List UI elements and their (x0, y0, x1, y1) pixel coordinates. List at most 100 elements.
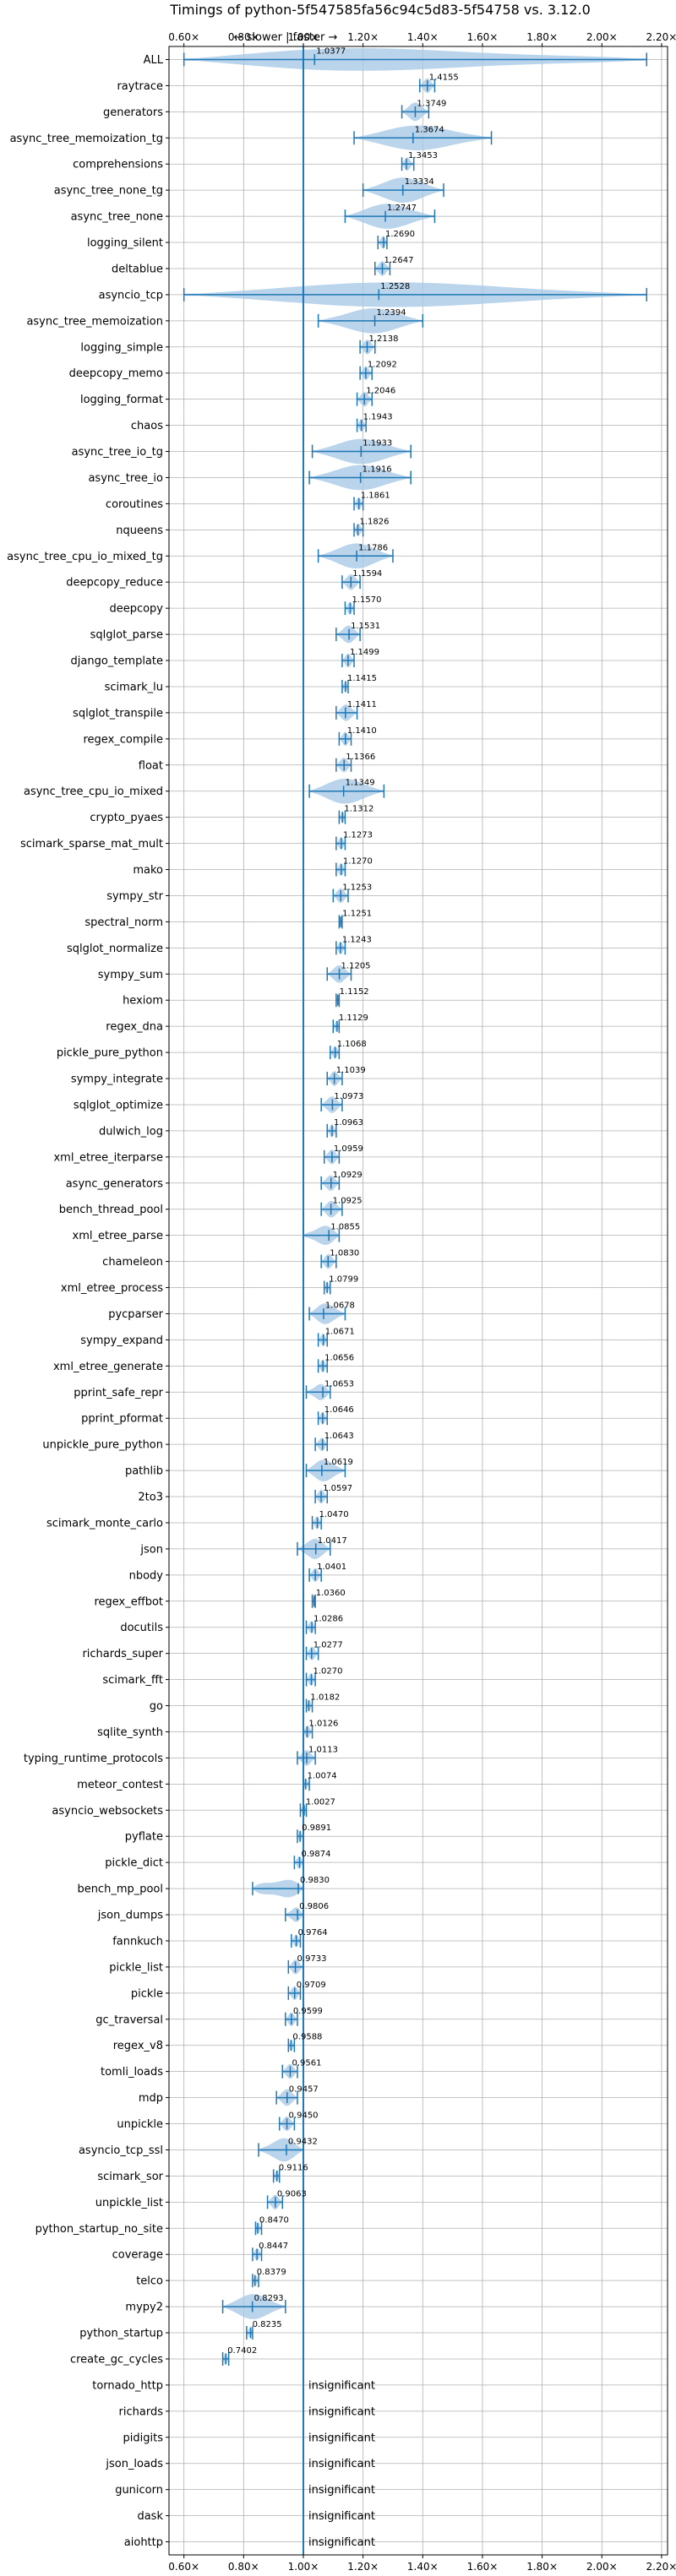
category-label: regex_effbot (94, 1595, 163, 1608)
top-tick-label: 0.60× (168, 31, 199, 43)
bottom-tick-label: 1.00× (288, 2561, 319, 2573)
value-label: 0.9733 (297, 1954, 327, 1964)
category-label: pickle_pure_python (57, 1047, 163, 1060)
value-label: 1.0126 (308, 1719, 338, 1728)
plot-frame (168, 46, 668, 2556)
top-tick-label: 2.00× (586, 31, 618, 43)
insignificant-label: insignificant (308, 2405, 375, 2418)
category-label: django_template (71, 655, 163, 668)
value-label: 0.9457 (289, 2085, 319, 2095)
category-label: sqlglot_normalize (67, 943, 163, 955)
category-label: asyncio_websockets (52, 1805, 163, 1818)
value-label: 1.3674 (415, 125, 444, 134)
insignificant-label: insignificant (308, 2379, 375, 2392)
category-labels: ALL raytrace generators async_tree_memoizat… (7, 54, 164, 2549)
value-label: 1.0646 (324, 1405, 354, 1415)
category-label: json_loads (105, 2458, 163, 2470)
category-label: xml_etree_generate (53, 1361, 163, 1373)
bottom-tick-label: 1.20× (347, 2561, 379, 2573)
value-label: 1.1205 (341, 961, 371, 970)
top-tick-label: 1.80× (526, 31, 558, 43)
value-label: 1.0678 (325, 1301, 355, 1310)
value-label: 0.9599 (293, 2007, 323, 2016)
category-label: bench_thread_pool (59, 1204, 163, 1216)
category-label: dask (137, 2510, 163, 2523)
category-label: json_dumps (97, 1910, 163, 1922)
bottom-tick-label: 1.60× (467, 2561, 499, 2573)
value-label: 1.1243 (342, 935, 372, 944)
bottom-tick-label: 2.20× (646, 2561, 676, 2573)
category-label: scimark_monte_carlo (46, 1517, 163, 1530)
value-label: 1.0656 (324, 1353, 354, 1362)
category-label: async_tree_cpu_io_mixed_tg (7, 551, 163, 563)
value-label: 0.9874 (302, 1850, 331, 1859)
value-label: 1.1068 (337, 1040, 367, 1049)
value-label: 0.9561 (292, 2059, 321, 2068)
category-label: mypy2 (125, 2302, 163, 2314)
category-label: telco (136, 2275, 163, 2288)
value-label: 1.0597 (323, 1484, 352, 1493)
value-label: 1.0182 (310, 1693, 340, 1703)
category-label: pyflate (125, 1831, 163, 1844)
value-label: 1.0074 (308, 1771, 337, 1780)
top-tick-label: 1.40× (407, 31, 439, 43)
category-label: async_tree_none_tg (54, 185, 163, 198)
value-label: 0.9806 (299, 1902, 329, 1911)
category-label: sqlglot_transpile (73, 707, 163, 720)
category-label: hexiom (123, 995, 163, 1008)
category-label: xml_etree_process (61, 1282, 163, 1295)
category-label: scimark_lu (105, 681, 163, 693)
value-label: 1.0799 (329, 1275, 358, 1285)
value-label: 1.0929 (333, 1171, 363, 1180)
category-label: gc_traversal (95, 2014, 163, 2026)
category-label: regex_v8 (113, 2040, 163, 2052)
category-label: crypto_pyaes (90, 812, 163, 824)
category-label: nbody (129, 1569, 164, 1582)
top-tick-label: 2.20× (646, 31, 676, 43)
top-tick-label: 0.80× (228, 31, 259, 43)
category-label: async_tree_memoization_tg (10, 133, 163, 145)
insignificant-label: insignificant (308, 2432, 375, 2444)
category-label: scimark_fft (102, 1674, 163, 1687)
value-label: 0.9063 (277, 2189, 307, 2198)
category-label: bench_mp_pool (77, 1883, 163, 1896)
category-label: deltablue (112, 263, 163, 275)
value-label: 1.2528 (380, 282, 410, 291)
axes: 0.60× 0.60× 0.80× 0.80× 1.00× 1.00× 1.20× 1.20×… (166, 31, 676, 2573)
value-label: 1.0959 (334, 1144, 363, 1154)
insignificant-label: insignificant (308, 2536, 375, 2549)
value-label: 1.0401 (317, 1562, 346, 1572)
direction-label: ← slower | faster → (234, 31, 338, 44)
value-label: 1.0855 (330, 1223, 360, 1232)
value-label: 1.2138 (369, 334, 399, 344)
category-label: pathlib (125, 1465, 163, 1478)
category-label: coroutines (106, 498, 163, 511)
category-label: 2to3 (138, 1492, 163, 1504)
value-label: 1.0113 (308, 1745, 338, 1754)
category-label: fannkuch (112, 1935, 163, 1948)
value-label: 1.1152 (340, 987, 369, 997)
category-label: asyncio_tcp_ssl (79, 2144, 163, 2157)
value-label: 1.3749 (417, 99, 446, 108)
bottom-tick-label: 0.60× (168, 2561, 199, 2573)
category-label: tornado_http (92, 2379, 163, 2392)
bottom-tick-label: 1.40× (407, 2561, 439, 2573)
category-label: aiohttp (124, 2536, 163, 2549)
category-label: generators (103, 106, 163, 119)
value-label: 1.0277 (313, 1641, 343, 1650)
category-label: pprint_pformat (81, 1413, 163, 1426)
category-label: richards_super (82, 1648, 163, 1660)
category-label: logging_format (80, 394, 163, 406)
value-label: 1.0470 (319, 1510, 349, 1519)
category-label: float (139, 759, 163, 772)
value-label: 1.0286 (313, 1615, 343, 1624)
category-label: deepcopy_reduce (66, 577, 163, 590)
value-label: 1.2092 (368, 361, 397, 370)
category-label: sqlglot_parse (90, 629, 163, 642)
insignificant-label: insignificant (308, 2484, 375, 2497)
category-label: ALL (144, 54, 164, 67)
value-label: 1.0653 (324, 1379, 354, 1389)
category-label: asyncio_tcp (99, 289, 163, 302)
category-label: scimark_sor (97, 2171, 163, 2183)
